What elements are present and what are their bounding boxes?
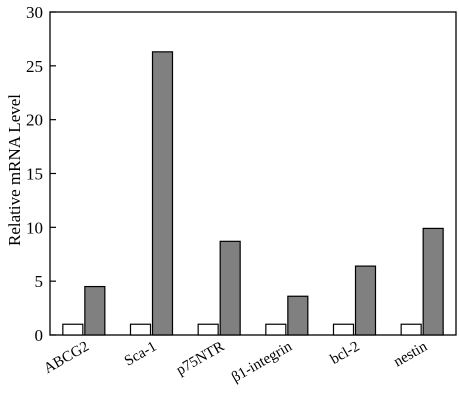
bar-series-1 <box>197 323 219 336</box>
y-axis-ticks: 0 5 10 15 20 25 30 <box>26 3 56 345</box>
x-category-label: nestin <box>391 338 430 370</box>
plot-border <box>49 11 457 336</box>
y-tick-label: 15 <box>26 165 43 184</box>
bar-series-2 <box>287 295 309 336</box>
x-category-label: β1-integrin <box>229 338 295 385</box>
x-category-label: bcl-2 <box>328 339 363 368</box>
y-tick-label: 5 <box>35 272 44 291</box>
bar-series-2 <box>422 227 444 336</box>
bar-series-1 <box>62 323 84 336</box>
bar-series-2 <box>151 51 174 336</box>
plot-frame <box>49 11 457 336</box>
y-tick-label: 0 <box>35 326 44 345</box>
y-tick-label: 20 <box>26 111 43 130</box>
y-axis-title: Relative mRNA Level <box>5 94 24 246</box>
x-category-label: Sca-1 <box>122 339 160 370</box>
y-tick-label: 10 <box>26 218 43 237</box>
bar-series-2 <box>354 265 377 336</box>
bar-series-2 <box>84 285 106 336</box>
x-category-label: ABCG2 <box>41 339 92 377</box>
bar-series-1 <box>129 323 152 336</box>
bar-series-1 <box>265 323 287 336</box>
bars <box>62 51 444 336</box>
bar-series-1 <box>332 323 355 336</box>
bar-series-2 <box>219 240 241 336</box>
y-tick-label: 25 <box>26 57 43 76</box>
y-tick-label: 30 <box>26 3 43 22</box>
bar-series-1 <box>400 323 422 336</box>
x-category-label: p75NTR <box>174 339 227 379</box>
x-axis-labels: ABCG2 Sca-1 p75NTR β1-integrin bcl-2 nestin <box>41 338 430 385</box>
